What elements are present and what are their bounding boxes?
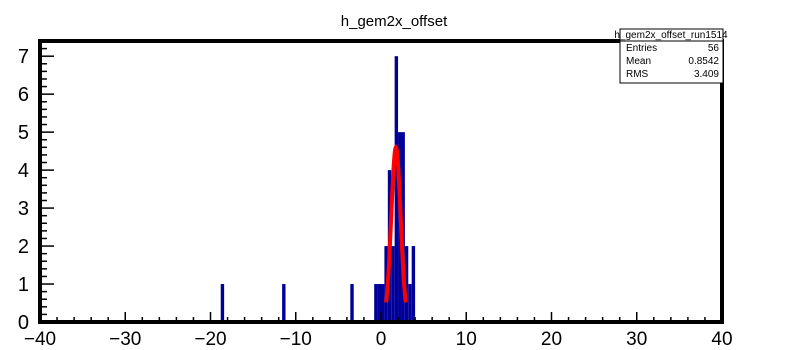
histogram-bar-4: [377, 284, 381, 322]
x-tick-label-0: −40: [24, 329, 56, 350]
stats-entries-label: Entries: [626, 43, 657, 54]
x-axis: −40 −30 −20 −10 0 10 20 30 40: [24, 312, 733, 350]
y-tick-label-2: 2: [18, 236, 29, 258]
stats-box: h_gem2x_offset_run1514 Entries 56 Mean 0…: [614, 28, 728, 84]
stats-mean-label: Mean: [626, 56, 651, 67]
y-tick-label-0: 0: [18, 312, 29, 334]
chart-title: h_gem2x_offset: [341, 13, 448, 30]
histogram-bar-14: [411, 246, 416, 322]
histogram-bar-1: [282, 284, 286, 322]
histogram-bar-13: [408, 284, 412, 322]
stats-entries-value: 56: [708, 43, 720, 54]
histogram-bar-0: [220, 284, 225, 322]
histogram-bar-8: [391, 246, 395, 322]
y-tick-label-4: 4: [18, 160, 29, 182]
stats-box-title: h_gem2x_offset_run1514: [614, 30, 728, 41]
x-tick-label-5: 10: [456, 329, 477, 350]
y-tick-label-7: 7: [18, 46, 29, 68]
y-tick-label-1: 1: [18, 274, 29, 296]
y-tick-label-6: 6: [18, 84, 29, 106]
y-tick-label-3: 3: [18, 198, 29, 220]
stats-box-frame: [619, 28, 724, 84]
x-tick-label-8: 40: [711, 329, 732, 350]
histogram-bar-3: [374, 284, 378, 322]
stats-mean-value: 0.8542: [688, 56, 719, 67]
x-tick-label-2: −20: [194, 329, 226, 350]
histogram-bar-9: [394, 56, 399, 322]
stats-rms-label: RMS: [626, 69, 649, 80]
x-tick-label-6: 20: [541, 329, 562, 350]
x-tick-label-3: −10: [280, 329, 312, 350]
histogram-bar-12: [404, 246, 409, 322]
histogram-bar-11: [401, 132, 405, 322]
histogram-bar-5: [381, 284, 385, 322]
fit-curve: [384, 144, 408, 303]
histogram-bar-2: [350, 284, 354, 322]
x-tick-label-7: 30: [626, 329, 647, 350]
x-tick-label-1: −30: [109, 329, 141, 350]
y-axis: 0 1 2 3 4 5 6 7: [18, 40, 54, 334]
y-tick-label-5: 5: [18, 122, 29, 144]
x-tick-label-4: 0: [376, 329, 387, 350]
stats-rms-value: 3.409: [694, 69, 719, 80]
